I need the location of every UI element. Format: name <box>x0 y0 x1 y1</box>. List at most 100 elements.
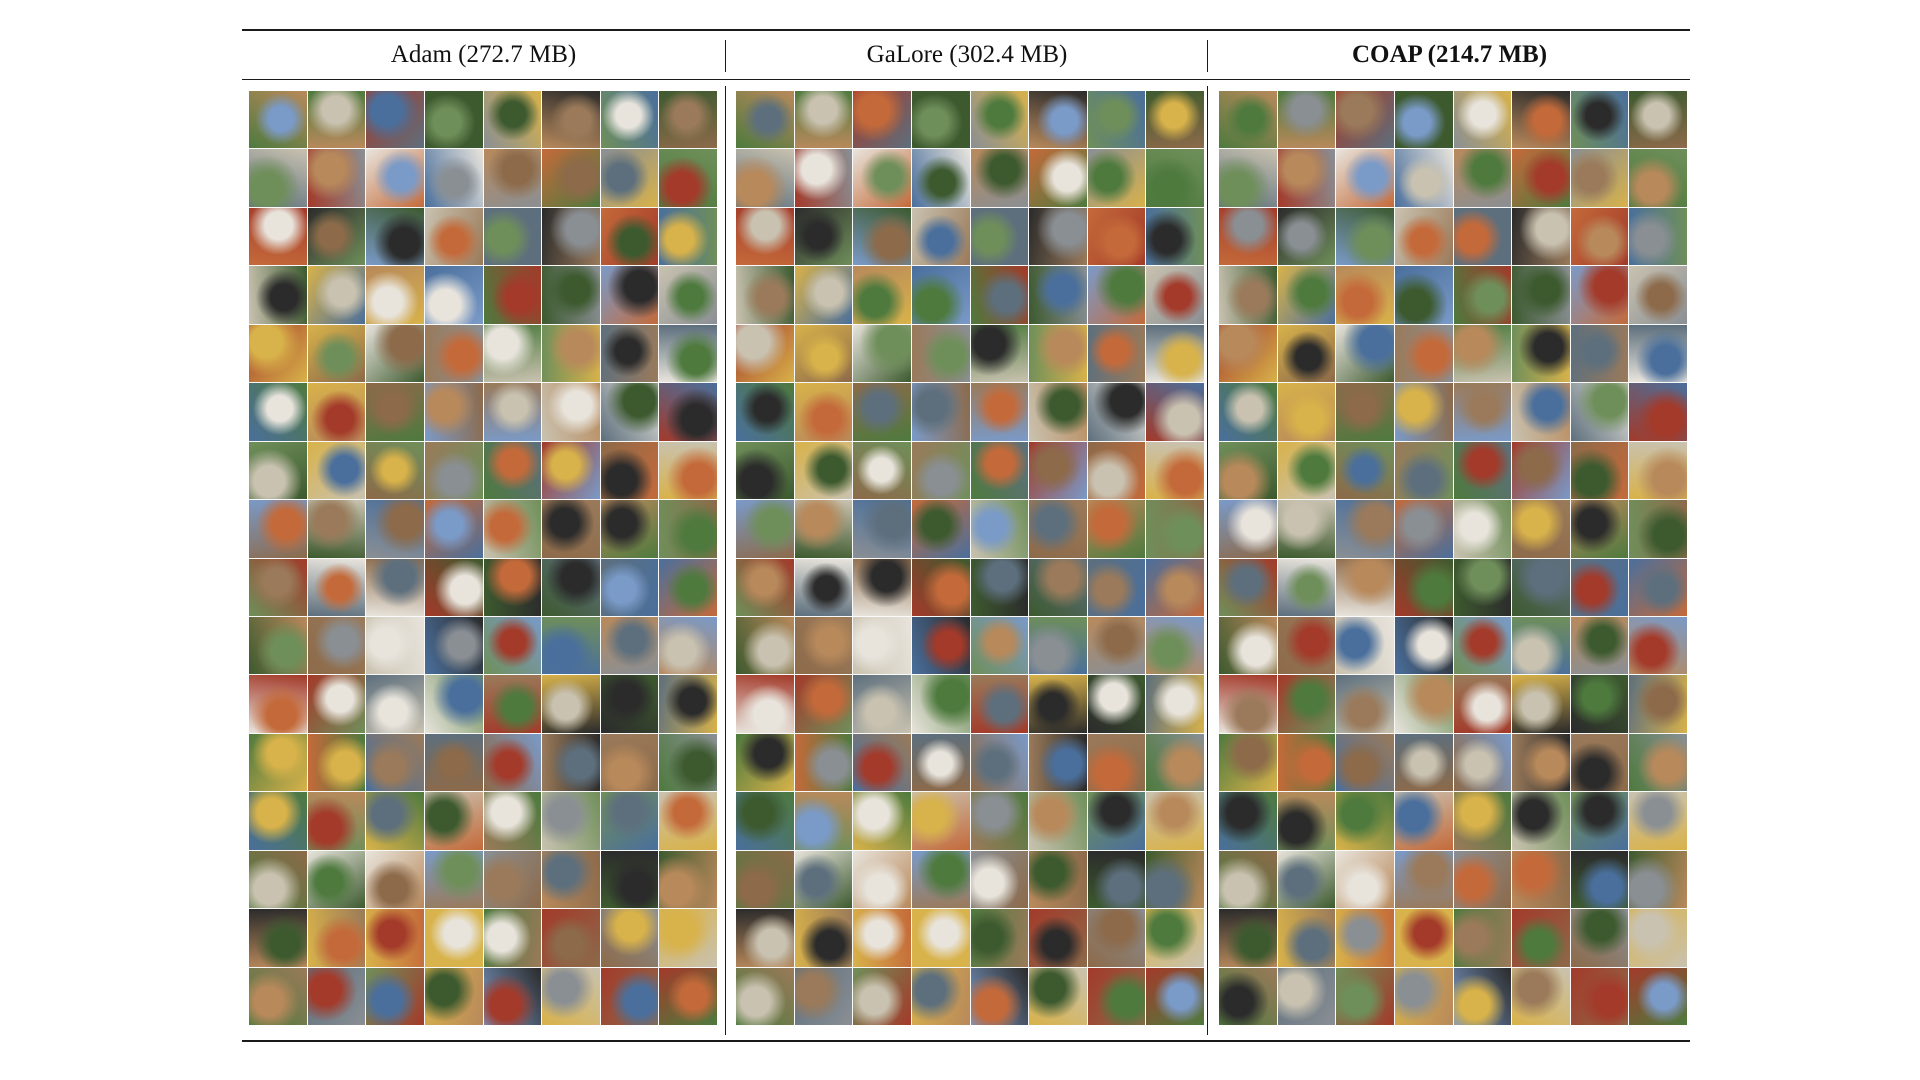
sample-image <box>1277 383 1336 441</box>
sample-image <box>1453 266 1512 324</box>
sample-image <box>424 909 483 967</box>
sample-image <box>736 616 794 675</box>
sample-image <box>542 91 600 149</box>
sample-image <box>424 792 483 850</box>
sample-image <box>1570 91 1629 149</box>
sample-image <box>249 383 307 441</box>
sample-image <box>600 207 659 266</box>
sample-image <box>366 266 424 324</box>
sample-image <box>1219 909 1277 967</box>
sample-image <box>970 149 1029 207</box>
sample-image <box>1453 558 1512 616</box>
header-divider-1 <box>725 40 726 72</box>
sample-image <box>483 792 542 850</box>
column-header-adam: Adam (272.7 MB) <box>390 41 577 68</box>
sample-image <box>659 616 717 675</box>
sample-image <box>1629 967 1687 1025</box>
sample-image <box>307 733 366 792</box>
sample-image <box>736 266 794 324</box>
sample-image <box>542 383 600 441</box>
sample-image <box>542 909 600 967</box>
sample-image <box>1146 383 1204 441</box>
sample-image <box>1277 733 1336 792</box>
sample-image <box>1219 675 1277 733</box>
sample-image <box>659 324 717 383</box>
sample-image <box>1087 324 1146 383</box>
panel-divider-1 <box>725 86 726 1035</box>
sample-image <box>970 616 1029 675</box>
sample-image <box>659 792 717 850</box>
sample-image <box>794 616 853 675</box>
sample-image <box>794 207 853 266</box>
sample-image <box>600 149 659 207</box>
sample-image <box>659 675 717 733</box>
sample-image <box>1029 500 1087 558</box>
sample-image <box>1570 441 1629 500</box>
sample-image <box>1277 675 1336 733</box>
sample-image <box>1336 441 1394 500</box>
sample-image <box>249 207 307 266</box>
sample-image <box>1219 850 1277 909</box>
sample-image <box>249 441 307 500</box>
sample-image <box>1146 500 1204 558</box>
sample-image <box>1029 616 1087 675</box>
sample-image <box>794 266 853 324</box>
sample-image <box>1277 207 1336 266</box>
sample-image <box>911 266 970 324</box>
sample-image <box>911 909 970 967</box>
sample-image <box>1512 616 1570 675</box>
sample-image <box>542 792 600 850</box>
sample-image <box>249 266 307 324</box>
sample-image <box>249 91 307 149</box>
sample-image <box>249 733 307 792</box>
image-grid-coap <box>1219 91 1687 1025</box>
sample-image <box>307 500 366 558</box>
sample-image <box>659 383 717 441</box>
sample-image <box>1087 675 1146 733</box>
sample-image <box>483 383 542 441</box>
sample-image <box>249 792 307 850</box>
sample-image <box>1219 207 1277 266</box>
sample-image <box>1512 792 1570 850</box>
sample-image <box>249 967 307 1025</box>
sample-image <box>1146 558 1204 616</box>
sample-image <box>1277 266 1336 324</box>
sample-image <box>659 441 717 500</box>
sample-image <box>1453 733 1512 792</box>
sample-image <box>1029 441 1087 500</box>
sample-image <box>794 324 853 383</box>
sample-image <box>1336 266 1394 324</box>
sample-image <box>1336 149 1394 207</box>
sample-image <box>307 91 366 149</box>
sample-image <box>794 558 853 616</box>
sample-image <box>1512 91 1570 149</box>
sample-image <box>1146 91 1204 149</box>
sample-image <box>424 207 483 266</box>
sample-image <box>1146 967 1204 1025</box>
sample-image <box>542 616 600 675</box>
sample-image <box>424 558 483 616</box>
sample-image <box>542 500 600 558</box>
sample-image <box>1394 266 1453 324</box>
sample-image <box>911 558 970 616</box>
sample-image <box>307 850 366 909</box>
sample-image <box>1029 149 1087 207</box>
sample-image <box>1453 792 1512 850</box>
sample-image <box>1029 792 1087 850</box>
sample-image <box>1512 266 1570 324</box>
sample-image <box>542 441 600 500</box>
sample-image <box>659 500 717 558</box>
sample-image <box>853 149 911 207</box>
sample-image <box>970 792 1029 850</box>
sample-image <box>249 909 307 967</box>
sample-image <box>970 909 1029 967</box>
sample-image <box>1219 266 1277 324</box>
sample-image <box>542 733 600 792</box>
sample-image <box>911 967 970 1025</box>
sample-image <box>1512 733 1570 792</box>
sample-image <box>970 383 1029 441</box>
sample-image <box>1394 675 1453 733</box>
sample-image <box>1394 733 1453 792</box>
sample-image <box>736 324 794 383</box>
sample-image <box>794 909 853 967</box>
